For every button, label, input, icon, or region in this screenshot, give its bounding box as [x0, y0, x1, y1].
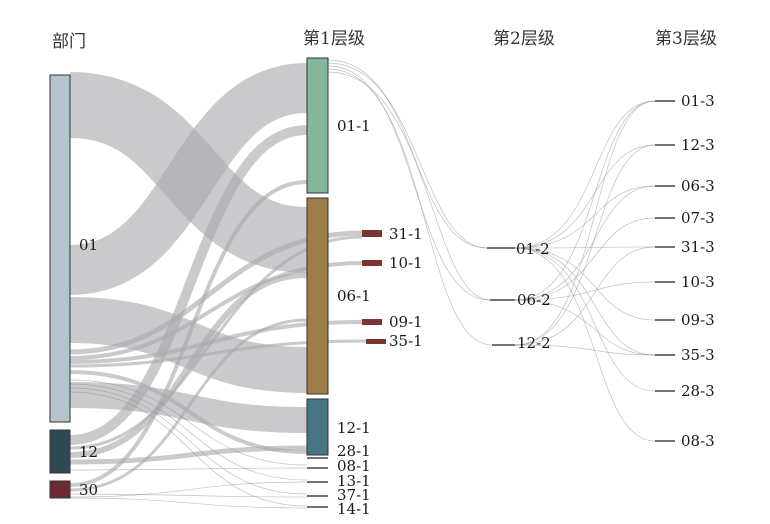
thin-flow — [514, 100, 656, 249]
flow-12-to-12-1 — [69, 445, 308, 465]
thin-flow — [514, 247, 656, 392]
node-label-dept-01: 01 — [79, 236, 98, 254]
column-header-level2: 第2层级 — [493, 29, 555, 49]
level2-nodes: 01-2 06-2 12-2 — [487, 240, 551, 352]
thin-flow — [514, 247, 656, 356]
column-header-level3: 第3层级 — [655, 29, 717, 49]
thin-flow — [327, 59, 488, 249]
node-06-1[interactable] — [306, 197, 329, 395]
thin-flow — [514, 144, 656, 249]
node-label-12-3: 12-3 — [681, 136, 715, 154]
thin-flow — [514, 344, 656, 356]
thin-flow — [514, 247, 656, 442]
flow-12-to-06-1 — [69, 272, 308, 458]
node-label-10-3: 10-3 — [681, 273, 715, 291]
thin-flow — [69, 497, 308, 509]
thin-flow — [69, 387, 308, 495]
thin-flow — [69, 391, 308, 507]
thin-flows-level1 — [327, 59, 493, 346]
thin-flow — [514, 100, 656, 301]
node-label-09-1: 09-1 — [389, 313, 423, 331]
thin-flow — [327, 71, 491, 301]
node-label-31-1: 31-1 — [389, 225, 423, 243]
dept-nodes: 01 12 30 — [49, 74, 98, 499]
thin-flow — [514, 185, 656, 301]
thin-flow — [69, 481, 308, 498]
node-label-37-1: 37-1 — [337, 486, 371, 504]
node-dept-12[interactable] — [49, 429, 71, 474]
node-label-10-1: 10-1 — [389, 254, 423, 272]
node-label-06-1: 06-1 — [337, 287, 371, 305]
node-label-13-1: 13-1 — [337, 472, 371, 490]
thin-flow — [514, 100, 656, 346]
level1-nodes: 01-1 06-1 31-1 10-1 09-1 35-1 12-1 28-1 … — [306, 57, 423, 518]
flow-01-to-06-1-lower — [69, 297, 308, 393]
node-label-31-3: 31-3 — [681, 238, 715, 256]
thin-flow — [514, 281, 656, 301]
thin-flow — [69, 493, 308, 498]
column-header-dept: 部门 — [52, 32, 86, 52]
thin-flow — [327, 62, 488, 249]
flow-30-to-06-1 — [69, 318, 308, 492]
level3-nodes: 01-3 12-3 06-3 07-3 31-3 10-3 09-3 35-3 … — [655, 92, 715, 450]
thin-flow — [514, 246, 656, 346]
node-label-01-1: 01-1 — [337, 117, 371, 135]
thin-flow — [69, 379, 308, 466]
flow-12-to-01-1 — [69, 125, 308, 445]
node-label-08-1: 08-1 — [337, 457, 371, 475]
node-label-12-2: 12-2 — [517, 334, 551, 352]
node-label-dept-30: 30 — [79, 481, 98, 499]
node-label-08-3: 08-3 — [681, 432, 715, 450]
node-label-09-3: 09-3 — [681, 311, 715, 329]
node-label-14-1: 14-1 — [337, 500, 371, 518]
node-31-1[interactable] — [362, 230, 382, 237]
node-dept-01[interactable] — [49, 74, 71, 423]
node-12-1[interactable] — [306, 398, 329, 456]
thin-flow — [514, 299, 656, 356]
node-label-06-3: 06-3 — [681, 177, 715, 195]
node-dept-30[interactable] — [49, 480, 71, 499]
node-label-35-3: 35-3 — [681, 346, 715, 364]
node-35-1[interactable] — [366, 339, 386, 344]
node-label-28-3: 28-3 — [681, 382, 715, 400]
node-label-01-3: 01-3 — [681, 92, 715, 110]
thin-flow — [69, 467, 308, 471]
flow-30-to-01-1 — [69, 180, 308, 487]
flow-01-to-01-1 — [68, 63, 309, 295]
node-01-1[interactable] — [306, 57, 329, 194]
node-label-35-1: 35-1 — [389, 332, 423, 350]
node-label-01-2: 01-2 — [516, 240, 550, 258]
thin-flow — [69, 383, 308, 481]
node-label-28-1: 28-1 — [337, 442, 371, 460]
thin-flow — [327, 65, 491, 301]
node-label-12-1: 12-1 — [337, 419, 371, 437]
column-header-level1: 第1层级 — [303, 29, 365, 49]
thin-flow — [514, 144, 656, 346]
node-label-dept-12: 12 — [79, 443, 98, 461]
thin-flows-level2 — [514, 100, 656, 442]
thin-flows-level0 — [69, 379, 308, 509]
thin-flow — [514, 217, 656, 301]
thin-flow — [514, 247, 656, 321]
node-label-07-3: 07-3 — [681, 209, 715, 227]
node-label-06-2: 06-2 — [517, 291, 551, 309]
thin-flow — [514, 185, 656, 249]
node-10-1[interactable] — [362, 260, 382, 266]
node-09-1[interactable] — [362, 319, 382, 325]
thin-flow — [514, 246, 656, 249]
flow-bands — [68, 63, 367, 492]
